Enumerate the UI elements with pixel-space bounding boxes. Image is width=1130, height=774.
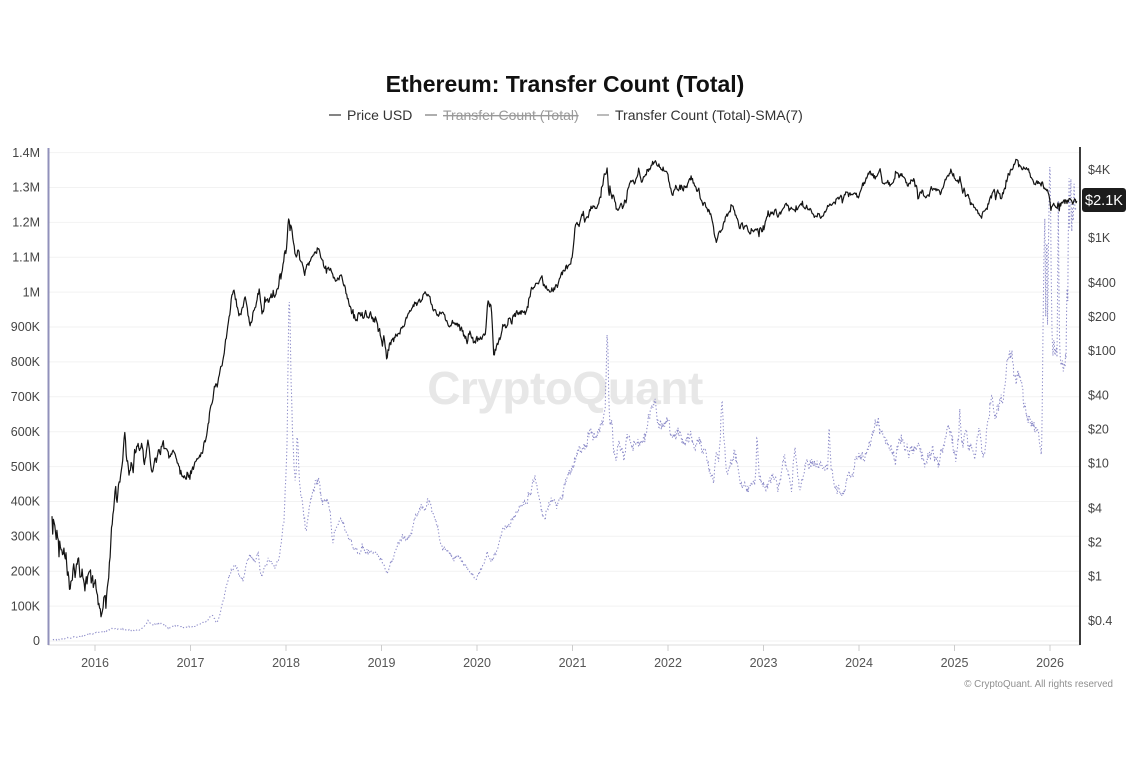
svg-text:$1: $1 [1088, 569, 1102, 583]
svg-text:Price USD: Price USD [347, 107, 412, 123]
svg-text:900K: 900K [11, 320, 41, 334]
svg-text:$40: $40 [1088, 389, 1109, 403]
svg-text:$2: $2 [1088, 535, 1102, 549]
svg-text:2018: 2018 [272, 656, 300, 670]
svg-text:Transfer Count (Total)-SMA(7): Transfer Count (Total)-SMA(7) [615, 107, 803, 123]
svg-text:$2.1K: $2.1K [1085, 193, 1123, 209]
svg-text:2023: 2023 [750, 656, 778, 670]
svg-text:100K: 100K [11, 599, 41, 613]
svg-text:1M: 1M [23, 285, 40, 299]
svg-text:2025: 2025 [941, 656, 969, 670]
svg-text:800K: 800K [11, 355, 41, 369]
svg-text:200K: 200K [11, 564, 41, 578]
svg-text:$1K: $1K [1088, 231, 1111, 245]
svg-text:700K: 700K [11, 390, 41, 404]
svg-text:$100: $100 [1088, 344, 1116, 358]
svg-text:2020: 2020 [463, 656, 491, 670]
svg-text:2021: 2021 [559, 656, 587, 670]
svg-text:0: 0 [33, 634, 40, 648]
svg-text:400K: 400K [11, 495, 41, 509]
svg-text:Transfer Count (Total): Transfer Count (Total) [443, 107, 579, 123]
svg-text:2016: 2016 [81, 656, 109, 670]
svg-text:2017: 2017 [177, 656, 205, 670]
svg-text:$200: $200 [1088, 310, 1116, 324]
svg-text:$20: $20 [1088, 423, 1109, 437]
svg-text:$4K: $4K [1088, 163, 1111, 177]
svg-text:2026: 2026 [1036, 656, 1064, 670]
svg-text:$10: $10 [1088, 457, 1109, 471]
svg-text:2024: 2024 [845, 656, 873, 670]
svg-text:2022: 2022 [654, 656, 682, 670]
svg-text:$400: $400 [1088, 276, 1116, 290]
svg-text:CryptoQuant: CryptoQuant [427, 362, 703, 414]
svg-text:Ethereum: Transfer Count (Tota: Ethereum: Transfer Count (Total) [386, 71, 745, 97]
svg-text:$0.4: $0.4 [1088, 614, 1112, 628]
svg-text:1.1M: 1.1M [12, 251, 40, 265]
svg-text:500K: 500K [11, 460, 41, 474]
svg-text:1.3M: 1.3M [12, 181, 40, 195]
svg-text:$4: $4 [1088, 502, 1102, 516]
svg-text:2019: 2019 [368, 656, 396, 670]
svg-text:1.4M: 1.4M [12, 146, 40, 160]
svg-text:1.2M: 1.2M [12, 216, 40, 230]
svg-text:© CryptoQuant. All rights rese: © CryptoQuant. All rights reserved [964, 679, 1113, 690]
svg-text:600K: 600K [11, 425, 41, 439]
svg-text:300K: 300K [11, 530, 41, 544]
